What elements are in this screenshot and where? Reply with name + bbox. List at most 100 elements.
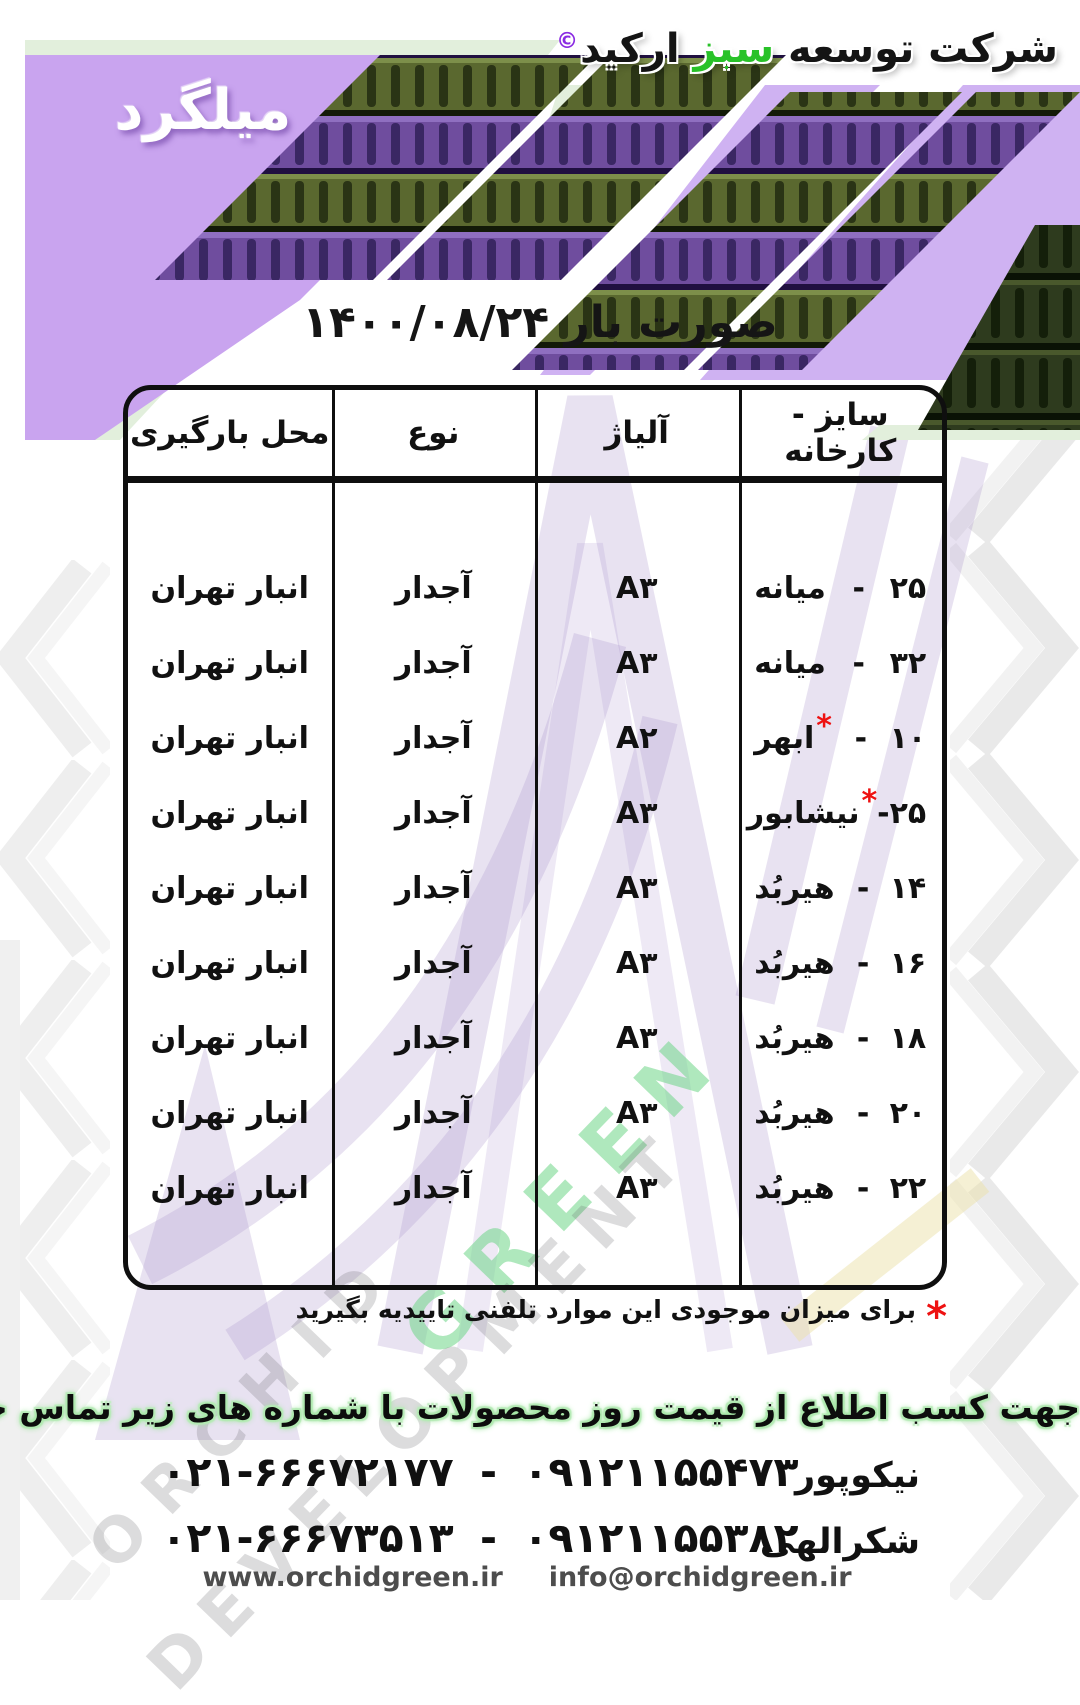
dash-separator: - <box>854 721 868 756</box>
factory-name: هیربُد <box>754 871 835 906</box>
cell-location: انبار تهران <box>150 571 309 606</box>
footnote-text: برای میزان موجودی این موارد تلفنی تاییدی… <box>295 1295 917 1324</box>
header-type: نوع <box>407 415 460 451</box>
company-title: شرکت توسعه سبز ارکید© <box>556 26 1058 72</box>
cell-alloy: A۳ <box>615 646 658 681</box>
cell-alloy: A۳ <box>615 946 658 981</box>
table-row: ۳۲ - میانه A۳ آجدار انبار تهران <box>128 626 942 701</box>
load-sheet-title: صورت بار ۱۴۰۰/۰۸/۲۴ <box>302 297 778 348</box>
dash-separator: - <box>852 571 865 606</box>
cell-alloy: A۲ <box>615 721 658 756</box>
flyer-page: { "header": { "company_title": {"pre": "… <box>0 26 1080 1705</box>
website-link[interactable]: www.orchidgreen.ir <box>202 1562 503 1593</box>
right-edge-steel-decoration <box>950 330 1080 1600</box>
cell-type: آجدار <box>394 571 472 606</box>
header-alloy: آلیاژ <box>604 415 669 451</box>
dash-separator: - <box>852 646 865 681</box>
cell-size-factory: ۱۶ - هیربُد <box>739 946 943 981</box>
factory-name: هیربُد <box>754 1021 835 1056</box>
cell-type: آجدار <box>394 946 472 981</box>
copyright-mark: © <box>556 28 579 54</box>
column-divider <box>535 390 538 1285</box>
company-title-green-word: سبز <box>693 26 775 72</box>
factory-name: *ابهر <box>754 709 832 757</box>
header-rebar-collage <box>25 40 1080 440</box>
cell-type: آجدار <box>394 871 472 906</box>
column-divider <box>738 390 742 1285</box>
header-size-factory: سایز - کارخانه <box>784 397 897 469</box>
phone-separator: - <box>479 1448 498 1496</box>
cell-type: آجدار <box>394 721 472 756</box>
cell-alloy: A۳ <box>615 1021 658 1056</box>
footnote-star: * <box>926 1293 947 1340</box>
cell-size-factory: ۱۸ - هیربُد <box>739 1021 943 1056</box>
availability-footnote: * برای میزان موجودی این موارد تلفنی تایی… <box>295 1293 947 1340</box>
cell-type: آجدار <box>394 1096 472 1131</box>
table-row: ۲۰ - هیربُد A۳ آجدار انبار تهران <box>128 1076 942 1151</box>
company-title-pre: شرکت توسعه <box>787 26 1058 72</box>
table-row: ۲۵ - *نیشابور A۳ آجدار انبار تهران <box>128 776 942 851</box>
dash-separator: - <box>856 1171 870 1206</box>
landline-number: ۰۲۱-۶۶۶۷۲۱۷۷ <box>161 1448 454 1496</box>
table-body: ۲۵ - میانه A۳ آجدار انبار تهران ۳۲ - میا… <box>128 483 942 1226</box>
dash-separator: - <box>856 871 870 906</box>
table-row: ۱۴ - هیربُد A۳ آجدار انبار تهران <box>128 851 942 926</box>
cell-location: انبار تهران <box>150 946 309 981</box>
landline-number: ۰۲۱-۶۶۶۷۳۵۱۳ <box>161 1514 454 1562</box>
availability-star: * <box>816 709 832 744</box>
cell-size-factory: ۱۴ - هیربُد <box>739 871 943 906</box>
factory-name: *نیشابور <box>746 784 878 832</box>
factory-name: میانه <box>754 571 826 606</box>
factory-name: هیربُد <box>754 1096 835 1131</box>
cell-location: انبار تهران <box>150 721 309 756</box>
cell-size-factory: ۲۲ - هیربُد <box>739 1171 943 1206</box>
product-label-milgerd: میلگرد <box>114 78 292 143</box>
cell-location: انبار تهران <box>150 796 309 831</box>
size-value: ۱۰ <box>889 721 927 756</box>
size-value: ۱۶ <box>889 946 927 981</box>
cell-size-factory: ۳۲ - میانه <box>739 646 943 681</box>
contact-name: نیکوپور <box>795 1456 920 1496</box>
company-title-post: ارکید <box>580 26 680 72</box>
cell-location: انبار تهران <box>150 1096 309 1131</box>
table-row: ۱۰ - *ابهر A۲ آجدار انبار تهران <box>128 701 942 776</box>
size-value: ۲۵ <box>889 571 927 606</box>
size-value: ۲۵ <box>889 796 927 831</box>
contact-name: شکرالهی <box>759 1522 920 1562</box>
size-value: ۲۰ <box>889 1096 927 1131</box>
cell-location: انبار تهران <box>150 646 309 681</box>
size-value: ۱۴ <box>889 871 927 906</box>
contact-entry: ۰۲۱-۶۶۶۷۲۱۷۷ - ۰۹۱۲۱۱۵۵۴۷۳ نیکوپور <box>0 1444 1080 1510</box>
table-row: ۱۸ - هیربُد A۳ آجدار انبار تهران <box>128 1001 942 1076</box>
cell-alloy: A۳ <box>615 796 658 831</box>
factory-name: هیربُد <box>754 1171 835 1206</box>
mobile-number: ۰۹۱۲۱۱۵۵۳۸۲ <box>523 1514 799 1562</box>
phone-numbers: ۰۲۱-۶۶۶۷۲۱۷۷ - ۰۹۱۲۱۱۵۵۴۷۳ <box>0 1448 960 1496</box>
dash-separator: - <box>856 1021 870 1056</box>
table-row: ۱۶ - هیربُد A۳ آجدار انبار تهران <box>128 926 942 1001</box>
table-row: ۲۵ - میانه A۳ آجدار انبار تهران <box>128 551 942 626</box>
cell-size-factory: ۲۰ - هیربُد <box>739 1096 943 1131</box>
cell-alloy: A۳ <box>615 571 658 606</box>
contact-block: ۰۲۱-۶۶۶۷۲۱۷۷ - ۰۹۱۲۱۱۵۵۴۷۳ نیکوپور ۰۲۱-۶… <box>0 1444 1080 1576</box>
factory-name: هیربُد <box>754 946 835 981</box>
dash-separator: - <box>856 1096 870 1131</box>
cell-location: انبار تهران <box>150 871 309 906</box>
site-footer: www.orchidgreen.ir info@orchidgreen.ir <box>0 1562 1054 1593</box>
contact-entry: ۰۲۱-۶۶۶۷۳۵۱۳ - ۰۹۱۲۱۱۵۵۳۸۲ شکرالهی <box>0 1510 1080 1576</box>
cell-type: آجدار <box>394 646 472 681</box>
availability-star: * <box>861 784 878 819</box>
load-sheet-table: سایز - کارخانه آلیاژ نوع محل بارگیری ۲۵ … <box>123 385 947 1290</box>
size-value: ۱۸ <box>889 1021 927 1056</box>
cell-size-factory: ۲۵ - *نیشابور <box>739 784 943 832</box>
email-link[interactable]: info@orchidgreen.ir <box>548 1562 852 1593</box>
cell-alloy: A۳ <box>615 871 658 906</box>
cell-size-factory: ۲۵ - میانه <box>739 571 943 606</box>
header-location: محل بارگیری <box>129 415 330 451</box>
orchid-logo-watermark <box>95 395 990 1440</box>
mobile-number: ۰۹۱۲۱۱۵۵۴۷۳ <box>523 1448 799 1496</box>
cell-type: آجدار <box>394 1171 472 1206</box>
dash-separator: - <box>856 946 870 981</box>
cell-type: آجدار <box>394 796 472 831</box>
cell-size-factory: ۱۰ - *ابهر <box>739 709 943 757</box>
